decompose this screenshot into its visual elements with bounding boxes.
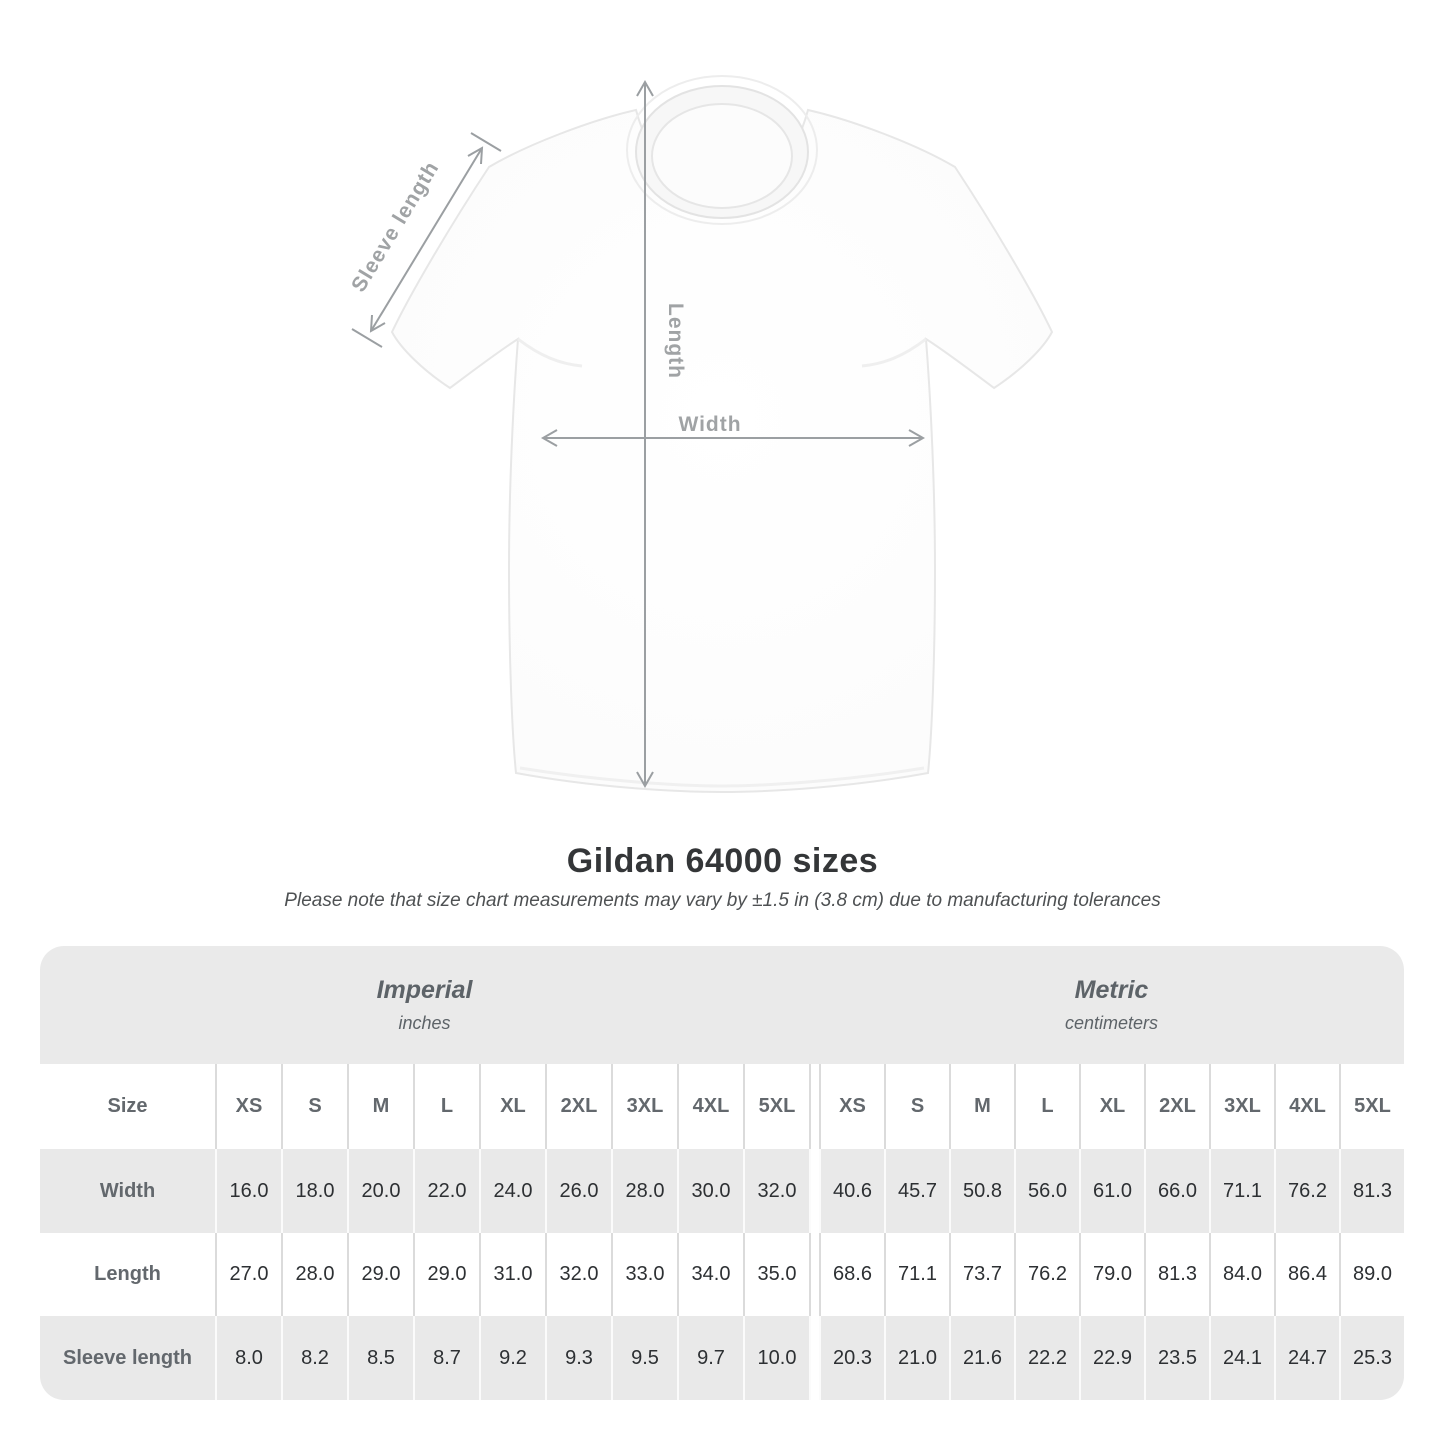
col-metric-3xl: 3XL: [1209, 1064, 1274, 1149]
width-metric-cell: 40.6: [819, 1149, 884, 1233]
sleeve-metric-cell: 22.2: [1014, 1316, 1079, 1400]
col-imperial-3xl: 3XL: [611, 1064, 677, 1149]
col-metric-xs: XS: [819, 1064, 884, 1149]
width-metric-cell: 71.1: [1209, 1149, 1274, 1233]
width-metric-cell: 50.8: [949, 1149, 1014, 1233]
col-metric-m: M: [949, 1064, 1014, 1149]
sleeve-metric-cell: 24.1: [1209, 1316, 1274, 1400]
tshirt-measurement-diagram: Length Width Sleeve length: [347, 75, 1054, 794]
col-imperial-xl: XL: [479, 1064, 545, 1149]
width-imperial-cell: 18.0: [281, 1149, 347, 1233]
heading: Gildan 64000 sizes Please note that size…: [0, 842, 1445, 912]
width-imperial-cell: 20.0: [347, 1149, 413, 1233]
row-label-width: Width: [40, 1149, 215, 1233]
width-metric-cell: 61.0: [1079, 1149, 1144, 1233]
width-metric-cell: 76.2: [1274, 1149, 1339, 1233]
width-imperial-cell: 26.0: [545, 1149, 611, 1233]
sleeve-imperial-cell: 9.3: [545, 1316, 611, 1400]
length-imperial-cell: 29.0: [347, 1233, 413, 1316]
length-imperial-cell: 27.0: [215, 1233, 281, 1316]
sleeve-metric-cell: 21.0: [884, 1316, 949, 1400]
length-metric-cell: 73.7: [949, 1233, 1014, 1316]
sleeve-metric-cell: 22.9: [1079, 1316, 1144, 1400]
col-imperial-2xl: 2XL: [545, 1064, 611, 1149]
half-divider: [809, 1064, 819, 1149]
col-imperial-m: M: [347, 1064, 413, 1149]
half-divider: [809, 1316, 819, 1400]
length-imperial-cell: 28.0: [281, 1233, 347, 1316]
width-arrow: [540, 429, 926, 447]
sleeve-imperial-cell: 10.0: [743, 1316, 809, 1400]
sleeve-metric-cell: 23.5: [1144, 1316, 1209, 1400]
col-metric-l: L: [1014, 1064, 1079, 1149]
sleeve-imperial-cell: 9.2: [479, 1316, 545, 1400]
width-label: Width: [678, 413, 741, 436]
imperial-unit: inches: [398, 1013, 451, 1033]
sleeve-imperial-cell: 9.5: [611, 1316, 677, 1400]
sleeve-length-arrow: [351, 132, 502, 348]
sleeve-imperial-cell: 9.7: [677, 1316, 743, 1400]
col-metric-4xl: 4XL: [1274, 1064, 1339, 1149]
col-metric-xl: XL: [1079, 1064, 1144, 1149]
width-metric-cell: 81.3: [1339, 1149, 1404, 1233]
length-imperial-cell: 35.0: [743, 1233, 809, 1316]
length-metric-cell: 76.2: [1014, 1233, 1079, 1316]
width-metric-cell: 66.0: [1144, 1149, 1209, 1233]
width-imperial-cell: 24.0: [479, 1149, 545, 1233]
length-metric-cell: 79.0: [1079, 1233, 1144, 1316]
tshirt-diagram-svg: Length Width Sleeve length: [347, 75, 1054, 794]
row-label-sleeve-length: Sleeve length: [40, 1316, 215, 1400]
sleeve-metric-cell: 24.7: [1274, 1316, 1339, 1400]
col-imperial-xs: XS: [215, 1064, 281, 1149]
metric-heading: Metric: [1074, 976, 1149, 1004]
unit-group-metric: Metric centimeters: [819, 946, 1404, 1064]
col-imperial-s: S: [281, 1064, 347, 1149]
width-imperial-cell: 32.0: [743, 1149, 809, 1233]
half-divider: [809, 1233, 819, 1316]
sleeve-metric-cell: 20.3: [819, 1316, 884, 1400]
col-metric-2xl: 2XL: [1144, 1064, 1209, 1149]
length-arrow: [636, 79, 654, 789]
row-label-length: Length: [40, 1233, 215, 1316]
length-metric-cell: 84.0: [1209, 1233, 1274, 1316]
length-imperial-cell: 33.0: [611, 1233, 677, 1316]
half-divider: [809, 1149, 819, 1233]
imperial-heading: Imperial: [376, 976, 473, 1004]
width-metric-cell: 45.7: [884, 1149, 949, 1233]
width-imperial-cell: 30.0: [677, 1149, 743, 1233]
col-imperial-4xl: 4XL: [677, 1064, 743, 1149]
sleeve-metric-cell: 21.6: [949, 1316, 1014, 1400]
col-imperial-l: L: [413, 1064, 479, 1149]
length-label: Length: [664, 303, 687, 379]
width-imperial-cell: 22.0: [413, 1149, 479, 1233]
length-metric-cell: 86.4: [1274, 1233, 1339, 1316]
tolerance-note: Please note that size chart measurements…: [284, 890, 1161, 911]
sleeve-imperial-cell: 8.0: [215, 1316, 281, 1400]
length-metric-cell: 71.1: [884, 1233, 949, 1316]
sleeve-imperial-cell: 8.5: [347, 1316, 413, 1400]
col-metric-s: S: [884, 1064, 949, 1149]
sleeve-imperial-cell: 8.2: [281, 1316, 347, 1400]
metric-unit: centimeters: [1064, 1013, 1159, 1033]
tshirt-graphic: [390, 75, 1054, 794]
length-metric-cell: 89.0: [1339, 1233, 1404, 1316]
size-row-label: Size: [40, 1064, 215, 1149]
width-imperial-cell: 16.0: [215, 1149, 281, 1233]
col-metric-5xl: 5XL: [1339, 1064, 1404, 1149]
sleeve-imperial-cell: 8.7: [413, 1316, 479, 1400]
width-imperial-cell: 28.0: [611, 1149, 677, 1233]
length-imperial-cell: 32.0: [545, 1233, 611, 1316]
unit-band-divider: [809, 946, 819, 1064]
page-title: Gildan 64000 sizes: [566, 842, 879, 880]
sleeve-metric-cell: 25.3: [1339, 1316, 1404, 1400]
unit-group-imperial: Imperial inches: [40, 946, 809, 1064]
col-imperial-5xl: 5XL: [743, 1064, 809, 1149]
length-imperial-cell: 34.0: [677, 1233, 743, 1316]
length-metric-cell: 68.6: [819, 1233, 884, 1316]
length-imperial-cell: 31.0: [479, 1233, 545, 1316]
size-chart-table: Imperial inches Metric centimeters Size …: [40, 946, 1404, 1400]
length-metric-cell: 81.3: [1144, 1233, 1209, 1316]
width-metric-cell: 56.0: [1014, 1149, 1079, 1233]
length-imperial-cell: 29.0: [413, 1233, 479, 1316]
